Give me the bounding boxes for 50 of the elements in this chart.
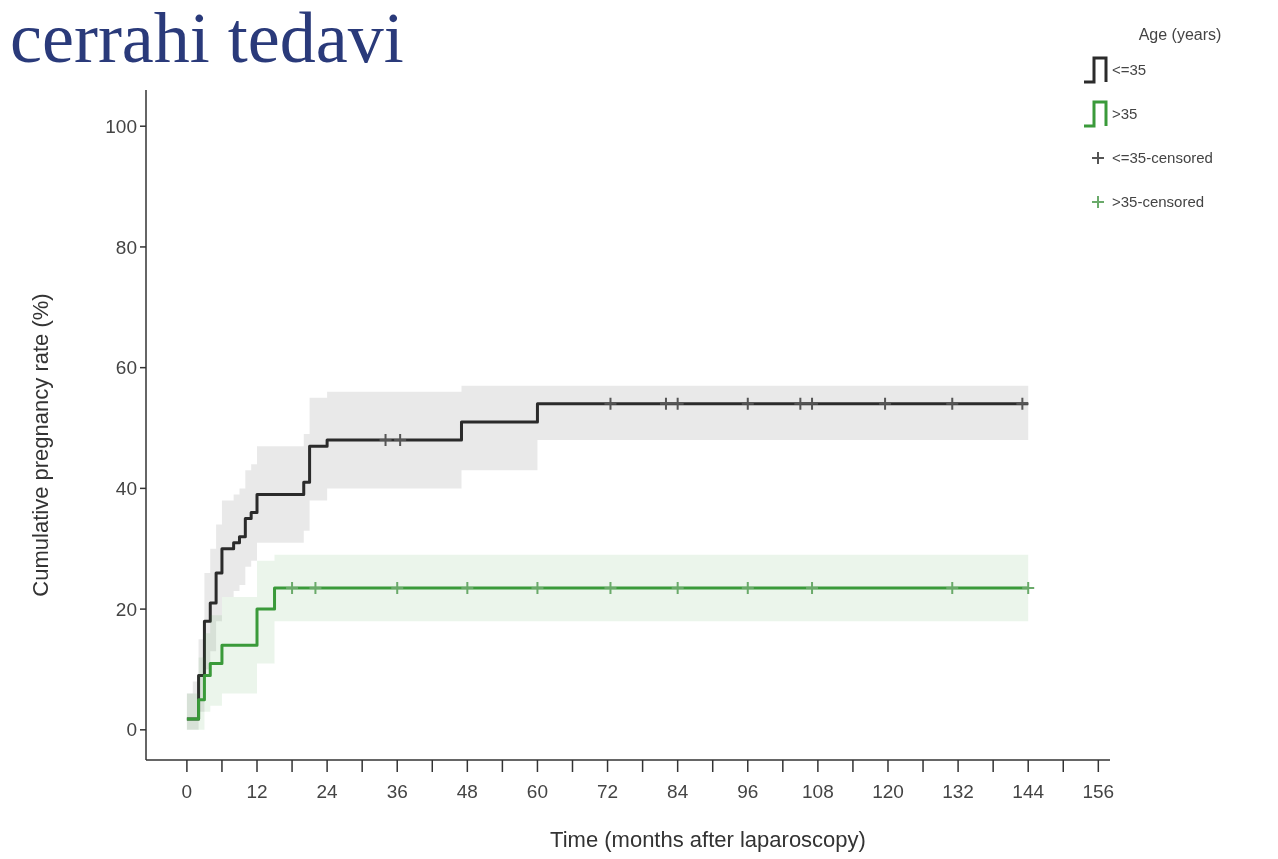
y-tick-label: 0 — [126, 719, 137, 741]
x-tick-label: 48 — [456, 781, 478, 802]
legend-title: Age (years) — [1138, 26, 1222, 43]
x-tick-label: 84 — [667, 781, 689, 802]
x-tick-label: 60 — [526, 781, 549, 802]
point — [805, 580, 820, 595]
point — [658, 396, 673, 411]
legend-label: <=35-censored — [1112, 149, 1213, 167]
point — [378, 433, 393, 448]
point — [390, 580, 405, 595]
x-tick-label: 0 — [181, 781, 193, 802]
y-tick-label: 20 — [115, 598, 137, 620]
y-axis-title: Cumulative pregnancy rate (%) — [28, 293, 53, 597]
point — [878, 396, 893, 411]
y-tick-label: 40 — [115, 478, 137, 500]
point — [285, 580, 300, 595]
point — [740, 396, 755, 411]
x-tick-label: 108 — [802, 781, 834, 802]
point — [460, 580, 475, 595]
point — [530, 580, 545, 595]
point — [1021, 580, 1036, 595]
y-tick-label: 60 — [115, 357, 137, 379]
x-tick-label: 132 — [942, 781, 974, 802]
y-tick-label: 100 — [105, 115, 137, 137]
point — [945, 396, 960, 411]
legend-label: >35 — [1112, 105, 1138, 123]
x-axis-title: Time (months after laparoscopy) — [550, 827, 866, 852]
point — [603, 396, 618, 411]
chart-title: cerrahi tedavi — [10, 0, 404, 78]
point — [670, 396, 685, 411]
point — [1015, 396, 1030, 411]
point — [603, 580, 618, 595]
x-tick-label: 72 — [596, 781, 619, 802]
x-tick-label: 144 — [1012, 781, 1045, 802]
legend-label: >35-censored — [1112, 193, 1205, 211]
point — [670, 580, 685, 595]
point — [308, 580, 323, 595]
x-tick-label: 156 — [1082, 781, 1115, 802]
x-tick-label: 96 — [737, 781, 759, 802]
x-tick-label: 24 — [316, 781, 339, 802]
x-tick-label: 36 — [386, 781, 408, 802]
x-tick-label: 12 — [246, 781, 268, 802]
point — [740, 580, 755, 595]
y-tick-label: 80 — [115, 236, 137, 258]
point — [393, 433, 408, 448]
legend-label: <=35 — [1112, 61, 1147, 79]
point — [793, 396, 808, 411]
x-tick-label: 120 — [872, 781, 904, 802]
point — [945, 580, 960, 595]
point — [805, 396, 820, 411]
